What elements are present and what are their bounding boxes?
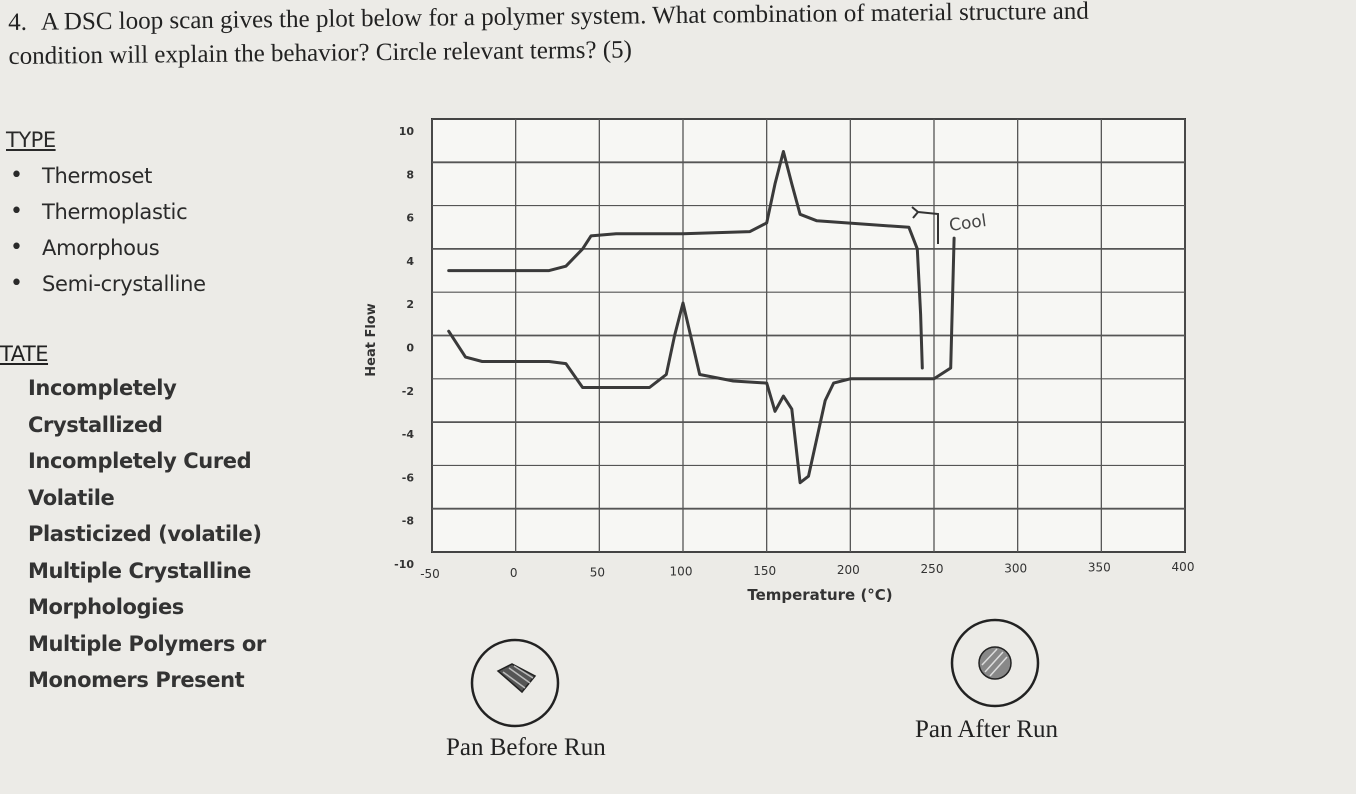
type-option-semi-crystalline[interactable]: • Semi-crystalline — [6, 266, 206, 302]
state-option-line[interactable]: Monomers Present — [28, 668, 245, 692]
x-tick-label: 150 — [753, 564, 776, 578]
bullet-icon: • — [10, 271, 23, 296]
state-section: TATE Incompletely Crystallized Incomplet… — [0, 342, 266, 699]
cooling-curve-line — [447, 236, 956, 485]
state-option-line[interactable]: Incompletely — [28, 376, 177, 400]
state-option-line[interactable]: Volatile — [28, 485, 115, 510]
x-tick-label: -50 — [420, 567, 440, 581]
chart-grid — [431, 118, 1186, 553]
type-option-thermoplastic[interactable]: • Thermoplastic — [6, 194, 206, 230]
bullet-icon: • — [10, 163, 23, 188]
pan-after-label: Pan After Run — [915, 716, 1059, 743]
type-option-thermoset[interactable]: • Thermoset — [6, 158, 206, 194]
bullet-icon: • — [10, 235, 23, 260]
x-tick-label: 300 — [1004, 561, 1027, 575]
x-axis-label: Temperature (°C) — [747, 586, 892, 604]
y-tick-label: 6 — [406, 212, 414, 225]
x-tick-label: 350 — [1088, 561, 1111, 575]
pan-after-icon — [950, 618, 1040, 708]
type-option-label: Semi-crystalline — [42, 272, 206, 296]
y-tick-label: 4 — [406, 255, 414, 268]
y-tick-label: 10 — [399, 125, 415, 138]
x-tick-label: 0 — [510, 566, 518, 580]
pan-before-label: Pan Before Run — [446, 734, 606, 761]
state-option-line[interactable]: Multiple Crystalline — [28, 558, 252, 583]
chart-series — [447, 150, 956, 485]
chart-tick-labels: -50 0 50 100 150 200 250 300 350 400 10 8 6 4 2 0 -2 -4 -6… — [394, 125, 1194, 581]
y-tick-label: -6 — [402, 471, 415, 484]
type-option-label: Thermoset — [42, 164, 153, 188]
state-option-line[interactable]: Morphologies — [28, 595, 184, 619]
type-option-amorphous[interactable]: • Amorphous — [6, 230, 206, 266]
y-axis-label: Heat Flow — [364, 303, 379, 377]
cool-arrow-icon — [911, 206, 939, 244]
y-tick-label: 8 — [406, 168, 414, 181]
y-tick-label: 2 — [406, 298, 414, 311]
y-tick-label: -2 — [402, 385, 414, 398]
type-section: TYPE • Thermoset • Thermoplastic • Amorphou… — [6, 128, 206, 302]
heating-curve-line — [447, 150, 924, 370]
x-tick-label: 50 — [590, 565, 605, 579]
state-heading: TATE — [0, 342, 49, 366]
x-tick-label: 200 — [837, 563, 860, 577]
y-tick-label: -4 — [402, 428, 415, 441]
bullet-icon: • — [10, 199, 23, 224]
type-heading: TYPE — [6, 128, 56, 152]
state-option-line[interactable]: Plasticized (volatile) — [28, 522, 262, 546]
state-option-line[interactable]: Multiple Polymers or — [28, 631, 266, 656]
type-option-label: Thermoplastic — [42, 200, 188, 224]
x-tick-label: 400 — [1172, 560, 1195, 574]
pan-before-icon — [470, 638, 560, 728]
state-option-line[interactable]: Crystallized — [28, 412, 163, 437]
y-tick-label: 0 — [406, 342, 414, 355]
state-option-line[interactable]: Incompletely Cured — [28, 449, 252, 473]
y-tick-label: -10 — [394, 558, 414, 571]
y-tick-label: -8 — [402, 515, 414, 528]
type-option-label: Amorphous — [42, 236, 160, 260]
x-tick-label: 250 — [921, 562, 944, 576]
x-tick-label: 100 — [670, 565, 693, 579]
